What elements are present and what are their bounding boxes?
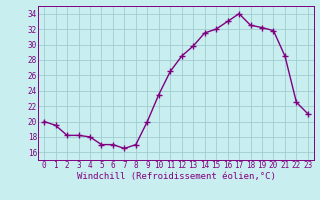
X-axis label: Windchill (Refroidissement éolien,°C): Windchill (Refroidissement éolien,°C) (76, 172, 276, 181)
